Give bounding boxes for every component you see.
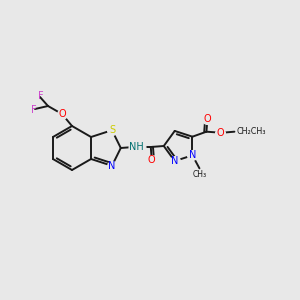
Text: O: O <box>148 155 156 165</box>
Text: O: O <box>58 109 66 119</box>
Text: N: N <box>189 150 196 160</box>
Text: S: S <box>109 125 115 135</box>
Text: O: O <box>204 114 211 124</box>
Text: N: N <box>108 161 116 171</box>
Text: N: N <box>171 156 178 166</box>
Text: CH₂CH₃: CH₂CH₃ <box>236 127 266 136</box>
Text: F: F <box>38 91 44 101</box>
Text: O: O <box>217 128 224 138</box>
Text: F: F <box>31 105 37 115</box>
Text: CH₃: CH₃ <box>192 170 206 179</box>
Text: NH: NH <box>129 142 144 152</box>
